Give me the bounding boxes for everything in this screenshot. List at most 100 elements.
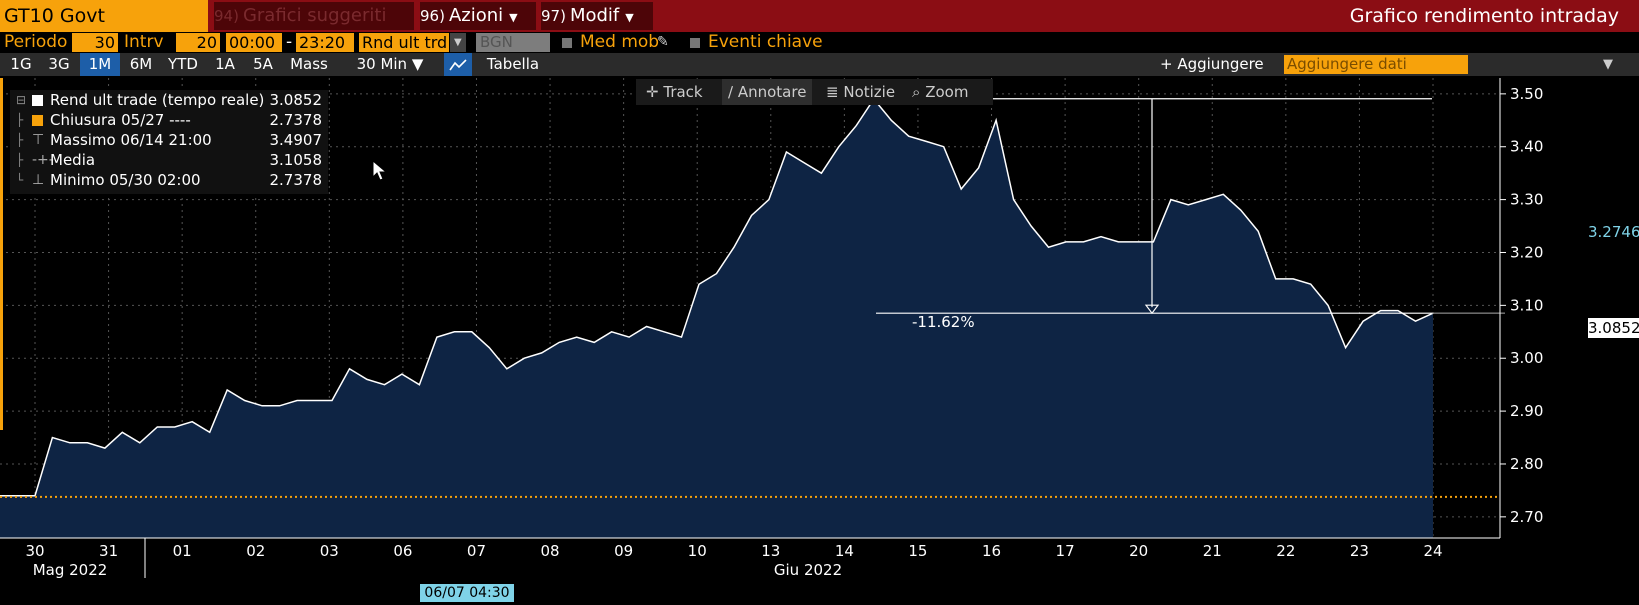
menu-number: 97): [541, 7, 566, 25]
x-tick-label: 30: [25, 542, 44, 560]
y-tick-label: 2.90: [1510, 402, 1543, 420]
key-events-checkbox[interactable]: [690, 38, 700, 48]
menu-number: 96): [420, 7, 445, 25]
x-axis: 30 31 01 02 03 06 07 08 09 10 13 14 15 16 17 20 21 22 23 24…: [0, 537, 1500, 579]
x-tick-label: 20: [1129, 542, 1148, 560]
time-end-input[interactable]: 23:20: [296, 33, 354, 52]
legend-value: 2.7378: [269, 111, 323, 129]
tool-label: Annotare: [737, 83, 807, 101]
page-title: Grafico rendimento intraday: [1349, 5, 1619, 27]
table-button[interactable]: Tabella: [486, 55, 540, 73]
x-tick-label: 08: [541, 542, 560, 560]
interval-input[interactable]: 20: [176, 33, 220, 52]
time-start-input[interactable]: 00:00: [226, 33, 282, 52]
tool-track[interactable]: ✛ Track: [640, 79, 709, 105]
yield-area: [0, 99, 1433, 538]
chevron-down-icon[interactable]: ▼: [1603, 57, 1613, 72]
list-icon: ≣: [826, 83, 839, 101]
field-select[interactable]: Rnd ult trd: [359, 33, 449, 52]
x-tick-label: 07: [467, 542, 486, 560]
max-marker-icon: ⊤: [32, 132, 45, 148]
yield-line: [0, 97, 1434, 497]
mouse-pointer-icon: [372, 160, 388, 181]
tool-label: Notizie: [843, 83, 896, 101]
chart-toolbar: ✛ Track ∕ Annotare ≣ Notizie ⌕ Zoom: [636, 79, 993, 105]
x-tick-label: 23: [1350, 542, 1369, 560]
time-separator: -: [286, 32, 293, 52]
moving-average-label: Med mob: [580, 32, 660, 52]
average-marker-icon: -+-: [32, 152, 54, 168]
key-events-label: Eventi chiave: [708, 32, 823, 52]
range-6m-button[interactable]: 6M: [129, 55, 153, 73]
tool-news[interactable]: ≣ Notizie: [820, 79, 901, 105]
x-tick-label: 16: [982, 542, 1001, 560]
period-input[interactable]: 30: [72, 33, 118, 52]
y-tick-label: 3.30: [1510, 191, 1543, 209]
cursor-date-tag: 06/07 04:30: [420, 584, 514, 602]
title-bar: GT10 Govt 94) Grafici suggeriti 96) Azioni…: [0, 0, 1639, 32]
y-axis: 3.50 3.40 3.30 3.20 3.10 3.00 2.90 2.80 2.70: [1499, 78, 1543, 538]
tree-branch: ├: [16, 113, 24, 127]
range-3g-button[interactable]: 3G: [48, 55, 70, 73]
tool-label: Track: [663, 83, 703, 101]
tool-zoom[interactable]: ⌕ Zoom: [906, 79, 974, 105]
x-tick-label: 03: [320, 542, 339, 560]
menu-number: 94): [214, 7, 239, 25]
last-value-tag: 3.0852: [1588, 318, 1639, 338]
interval-dropdown[interactable]: 30 Min ▼: [350, 53, 430, 76]
month-label: Mag 2022: [33, 561, 108, 579]
legend-value: 3.1058: [269, 151, 323, 169]
add-button[interactable]: + Aggiungere: [1160, 55, 1264, 73]
menu-edit[interactable]: 97) Modif ▼: [541, 2, 653, 30]
interval-label: 30 Min: [356, 55, 408, 73]
line-chart-icon[interactable]: [444, 53, 472, 76]
tool-annotate[interactable]: ∕ Annotare: [722, 79, 813, 105]
crosshair-icon: ✛: [646, 83, 659, 101]
range-ytd-button[interactable]: YTD: [168, 55, 198, 73]
menu-actions[interactable]: 96) Azioni ▼: [420, 2, 536, 30]
legend-name: Rend ult trade (tempo reale): [50, 91, 265, 109]
range-bar: 1G 3G 1M 6M YTD 1A 5A Mass 30 Min ▼ Tabe…: [0, 53, 1639, 76]
arrow-down-icon: [1144, 304, 1160, 315]
range-1a-button[interactable]: 1A: [215, 55, 235, 73]
legend-name: Massimo 06/14 21:00: [50, 131, 212, 149]
x-tick-label: 06: [393, 542, 412, 560]
chevron-down-icon: ▼: [411, 55, 424, 73]
legend-name: Chiusura 05/27 ----: [50, 111, 191, 129]
menu-suggested-charts[interactable]: 94) Grafici suggeriti: [214, 2, 414, 30]
range-max-button[interactable]: Mass: [290, 55, 328, 73]
ticker-field[interactable]: GT10 Govt: [0, 0, 208, 32]
legend-value: 3.4907: [269, 131, 323, 149]
add-data-input[interactable]: Aggiungere dati: [1284, 55, 1468, 74]
interval-label: Intrv: [124, 32, 164, 52]
legend-row-min[interactable]: └ ⊥ Minimo 05/30 02:00 2.7378: [10, 170, 328, 190]
x-tick-label: 13: [761, 542, 780, 560]
source-input[interactable]: BGN: [476, 33, 550, 52]
x-tick-label: 15: [908, 542, 927, 560]
y-tick-label: 3.50: [1510, 85, 1543, 103]
legend-row-max[interactable]: ├ ⊤ Massimo 06/14 21:00 3.4907: [10, 130, 328, 150]
y-tick-label: 3.00: [1510, 349, 1543, 367]
menu-label: Grafici suggeriti: [242, 5, 387, 26]
tool-label: Zoom: [925, 83, 969, 101]
x-tick-label: 31: [99, 542, 118, 560]
chevron-down-icon[interactable]: ▼: [450, 33, 466, 52]
range-1g-button[interactable]: 1G: [10, 55, 32, 73]
chart-legend[interactable]: ⊟ Rend ult trade (tempo reale) 3.0852 ├ …: [10, 90, 328, 194]
range-5a-button[interactable]: 5A: [253, 55, 273, 73]
legend-value: 2.7378: [269, 171, 323, 189]
tree-branch: ├: [16, 153, 24, 167]
legend-row-last-trade[interactable]: ⊟ Rend ult trade (tempo reale) 3.0852: [10, 90, 328, 110]
x-tick-label: 10: [688, 542, 707, 560]
pencil-icon[interactable]: ✎: [657, 34, 669, 50]
range-1m-button[interactable]: 1M: [80, 53, 120, 76]
legend-name: Media: [50, 151, 96, 169]
left-edge-marker: [0, 78, 3, 430]
min-marker-icon: ⊥: [32, 172, 45, 188]
y-tick-label: 3.20: [1510, 243, 1543, 261]
tree-expander[interactable]: ⊟: [16, 93, 27, 107]
moving-average-checkbox[interactable]: [562, 38, 572, 48]
legend-row-close[interactable]: ├ Chiusura 05/27 ---- 2.7378: [10, 110, 328, 130]
legend-row-average[interactable]: ├ -+- Media 3.1058: [10, 150, 328, 170]
